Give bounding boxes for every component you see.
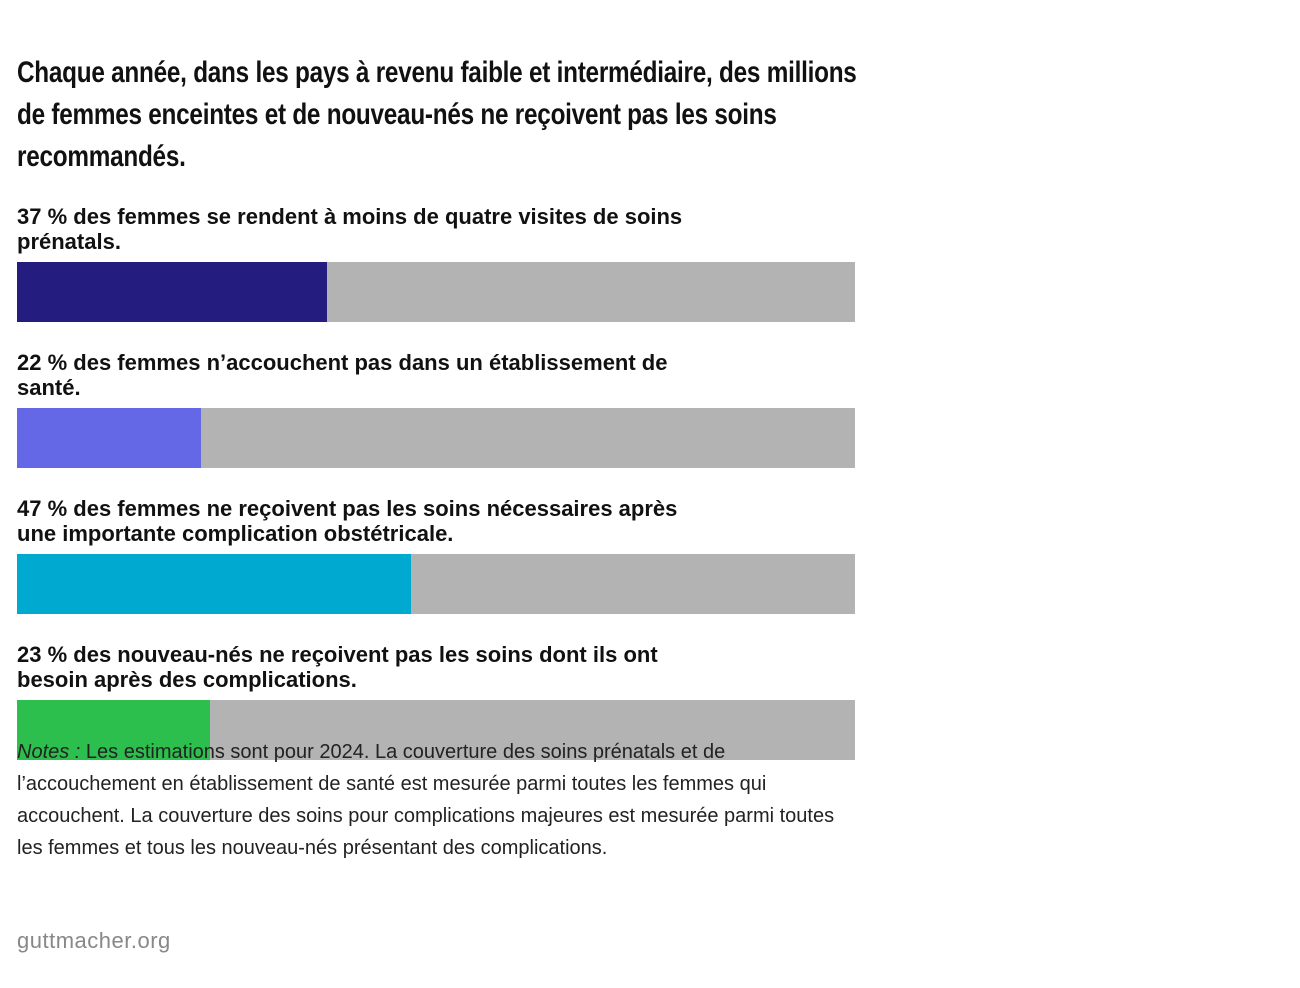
bar-track bbox=[17, 700, 855, 760]
bar-label: 47 % des femmes ne reçoivent pas les soi… bbox=[17, 496, 717, 546]
bar bbox=[17, 554, 411, 614]
value-label: 22 % bbox=[17, 350, 68, 375]
bar-list: 37 % des femmes se rendent à moins de qu… bbox=[17, 204, 855, 788]
bar bbox=[17, 262, 328, 322]
notes-text: Les estimations sont pour 2024. La couve… bbox=[17, 741, 835, 859]
bar bbox=[17, 700, 210, 760]
bar-label: 37 % des femmes se rendent à moins de qu… bbox=[17, 204, 717, 254]
bar-label: 22 % des femmes n’accouchent pas dans un… bbox=[17, 350, 717, 400]
bar-track bbox=[17, 262, 855, 322]
bar-item: 37 % des femmes se rendent à moins de qu… bbox=[17, 204, 855, 322]
source: guttmacher.org bbox=[17, 928, 171, 953]
chart-title: Chaque année, dans les pays à revenu fai… bbox=[17, 56, 857, 173]
bar-label: 23 % des nouveau-nés ne reçoivent pas le… bbox=[17, 642, 717, 692]
category-label: des femmes se rendent à moins de quatre … bbox=[17, 204, 683, 254]
bar-track bbox=[17, 554, 855, 614]
notes-label: Notes : bbox=[17, 741, 81, 763]
bar-item: 22 % des femmes n’accouchent pas dans un… bbox=[17, 350, 855, 468]
category-label: des femmes n’accouchent pas dans un étab… bbox=[17, 350, 668, 400]
bar-item: 23 % des nouveau-nés ne reçoivent pas le… bbox=[17, 642, 855, 760]
bar bbox=[17, 408, 202, 468]
bar-track bbox=[17, 408, 855, 468]
category-label: des nouveau-nés ne reçoivent pas les soi… bbox=[17, 642, 658, 692]
value-label: 47 % bbox=[17, 496, 68, 521]
category-label: des femmes ne reçoivent pas les soins né… bbox=[17, 496, 678, 546]
bar-item: 47 % des femmes ne reçoivent pas les soi… bbox=[17, 496, 855, 614]
notes: Notes : Les estimations sont pour 2024. … bbox=[17, 736, 847, 864]
value-label: 37 % bbox=[17, 204, 68, 229]
value-label: 23 % bbox=[17, 642, 68, 667]
